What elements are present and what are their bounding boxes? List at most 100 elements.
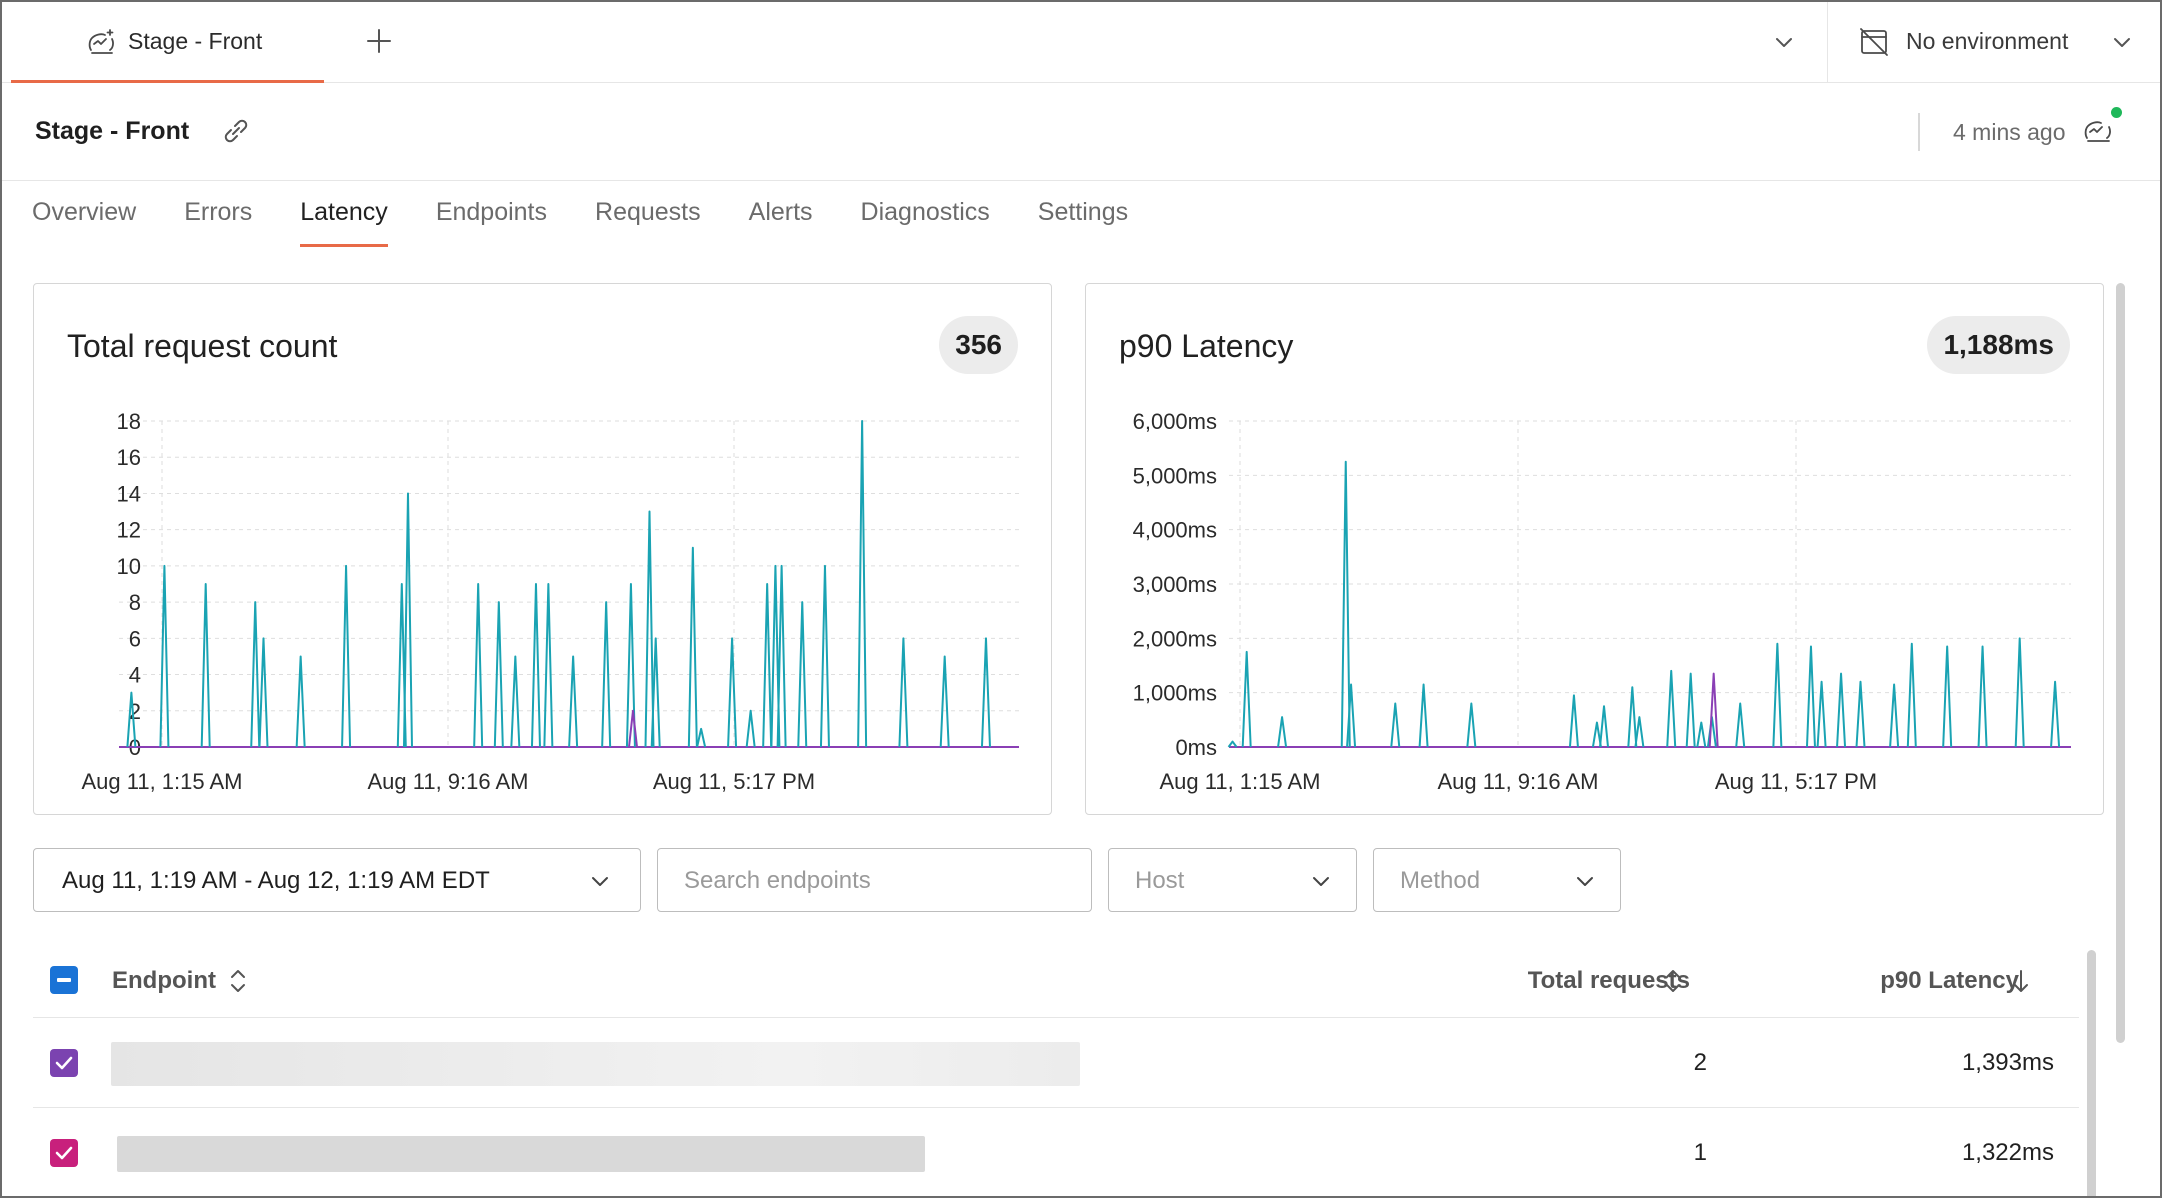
redacted-endpoint	[111, 1042, 1080, 1086]
check-icon	[55, 1146, 73, 1160]
tab-latency[interactable]: Latency	[300, 198, 388, 248]
date-range-value: Aug 11, 1:19 AM - Aug 12, 1:19 AM EDT	[62, 867, 490, 894]
series-1	[627, 709, 638, 748]
tab-label: Stage - Front	[128, 28, 263, 54]
y-tick-label: 14	[117, 481, 141, 506]
total-requests-value: 1	[1693, 1139, 1707, 1166]
spike	[1708, 672, 1719, 748]
spike	[1816, 680, 1827, 748]
link-icon[interactable]	[220, 115, 252, 147]
spike	[1346, 683, 1357, 748]
y-tick-label: 3,000ms	[1133, 572, 1217, 597]
spike	[1627, 686, 1638, 748]
spike	[1696, 721, 1707, 748]
spike	[625, 583, 636, 748]
total-requests-value: 2	[1693, 1049, 1707, 1076]
sort-descending-icon[interactable]	[2009, 966, 2033, 996]
tab-diagnostics[interactable]: Diagnostics	[860, 198, 990, 226]
spike	[1889, 683, 1900, 748]
spike	[1227, 740, 1238, 748]
table-scrollbar[interactable]	[2087, 950, 2096, 1196]
spike	[1666, 669, 1677, 748]
sort-icon[interactable]	[226, 966, 250, 996]
spike	[1466, 702, 1477, 748]
y-tick-label: 8	[129, 590, 141, 615]
method-select[interactable]: Method	[1373, 848, 1621, 912]
spike	[819, 564, 830, 748]
chevron-down-icon[interactable]	[1772, 30, 1796, 54]
check-icon	[55, 1056, 73, 1070]
monitor-status-icon[interactable]	[2082, 113, 2116, 147]
spike	[857, 420, 868, 748]
spike	[601, 601, 612, 748]
spike	[568, 655, 579, 748]
spike	[126, 691, 137, 748]
plus-icon[interactable]	[364, 26, 394, 56]
chart-title: p90 Latency	[1119, 328, 1294, 364]
spike	[939, 655, 950, 748]
spike	[295, 655, 306, 748]
host-select[interactable]: Host	[1108, 848, 1357, 912]
spike	[650, 637, 661, 748]
tab-bar: Stage - Front No environment	[2, 2, 2160, 83]
y-tick-label: 1,000ms	[1133, 681, 1217, 706]
spike	[1836, 672, 1847, 748]
spike	[402, 492, 413, 748]
select-all-checkbox[interactable]	[50, 966, 78, 994]
column-total-requests[interactable]: Total requests	[1527, 967, 1690, 994]
spike	[1418, 683, 1429, 748]
tab-endpoints[interactable]: Endpoints	[435, 198, 548, 226]
tab-stage-front[interactable]: Stage - Front	[11, 2, 324, 83]
last-updated: 4 mins ago	[1953, 119, 2066, 145]
spike	[696, 727, 707, 748]
row-checkbox[interactable]	[50, 1049, 78, 1077]
column-endpoint[interactable]: Endpoint	[112, 967, 216, 994]
spike	[250, 601, 261, 748]
table-row[interactable]: 1 1,322ms	[33, 1108, 2079, 1196]
spike	[341, 564, 352, 748]
spike	[2050, 680, 2061, 748]
series-0	[126, 420, 991, 748]
page-title: Stage - Front	[35, 117, 190, 145]
y-tick-label: 0ms	[1175, 735, 1217, 760]
spike	[1977, 645, 1988, 748]
spike	[510, 655, 521, 748]
sort-icon[interactable]	[1661, 966, 1685, 996]
p90-latency-badge: 1,188ms	[1927, 316, 2070, 374]
table-header: Endpoint Total requests p90 Latency	[33, 946, 2079, 1018]
tab-overview[interactable]: Overview	[32, 198, 137, 226]
method-placeholder: Method	[1400, 867, 1481, 894]
environment-selector[interactable]: No environment	[1827, 2, 2160, 83]
y-tick-label: 2,000ms	[1133, 626, 1217, 651]
spike	[627, 709, 638, 748]
monitor-icon	[88, 29, 114, 54]
table-row[interactable]: 2 1,393ms	[33, 1018, 2079, 1108]
chevron-down-icon	[2114, 38, 2130, 47]
x-tick-label: Aug 11, 9:16 AM	[367, 769, 528, 794]
spike	[258, 637, 269, 748]
page-scrollbar[interactable]	[2116, 283, 2125, 1043]
spike	[530, 583, 541, 748]
y-tick-label: 16	[117, 445, 141, 470]
spike	[745, 709, 756, 748]
column-p90-latency[interactable]: p90 Latency	[1880, 967, 2019, 994]
chevron-down-icon	[1313, 877, 1329, 886]
spike	[980, 637, 991, 748]
x-tick-label: Aug 11, 5:17 PM	[653, 769, 815, 794]
search-endpoints-input[interactable]: Search endpoints	[657, 848, 1092, 912]
spike	[1390, 702, 1401, 748]
row-checkbox[interactable]	[50, 1139, 78, 1167]
tab-errors[interactable]: Errors	[184, 198, 253, 226]
spike	[727, 637, 738, 748]
spike	[898, 637, 909, 748]
spike	[1591, 721, 1602, 748]
spike	[1277, 716, 1288, 748]
date-range-select[interactable]: Aug 11, 1:19 AM - Aug 12, 1:19 AM EDT	[33, 848, 641, 912]
tab-requests[interactable]: Requests	[595, 198, 701, 226]
tab-alerts[interactable]: Alerts	[748, 198, 813, 226]
x-tick-label: Aug 11, 9:16 AM	[1437, 769, 1598, 794]
tab-settings[interactable]: Settings	[1037, 198, 1129, 226]
spike	[493, 601, 504, 748]
